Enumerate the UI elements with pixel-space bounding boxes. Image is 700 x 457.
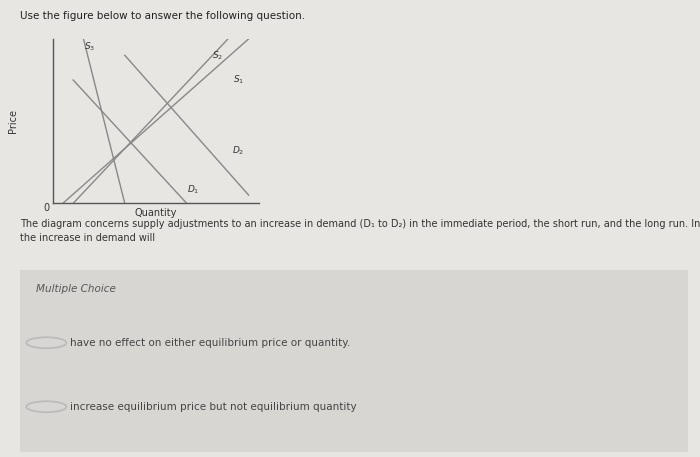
Text: $D_1$: $D_1$ — [187, 184, 199, 197]
Text: Price: Price — [8, 109, 18, 133]
Text: $S_3$: $S_3$ — [84, 41, 95, 53]
Text: have no effect on either equilibrium price or quantity.: have no effect on either equilibrium pri… — [70, 338, 350, 348]
Text: Multiple Choice: Multiple Choice — [36, 284, 116, 294]
Text: $D_2$: $D_2$ — [232, 144, 244, 157]
Text: the increase in demand will: the increase in demand will — [20, 233, 155, 243]
Text: 0: 0 — [44, 203, 50, 213]
Text: increase equilibrium price but not equilibrium quantity: increase equilibrium price but not equil… — [70, 402, 356, 412]
Text: The diagram concerns supply adjustments to an increase in demand (D₁ to D₂) in t: The diagram concerns supply adjustments … — [20, 219, 700, 229]
Text: Use the figure below to answer the following question.: Use the figure below to answer the follo… — [20, 11, 304, 21]
Text: $S_1$: $S_1$ — [232, 74, 244, 86]
X-axis label: Quantity: Quantity — [134, 207, 177, 218]
Text: $S_2$: $S_2$ — [212, 49, 223, 62]
